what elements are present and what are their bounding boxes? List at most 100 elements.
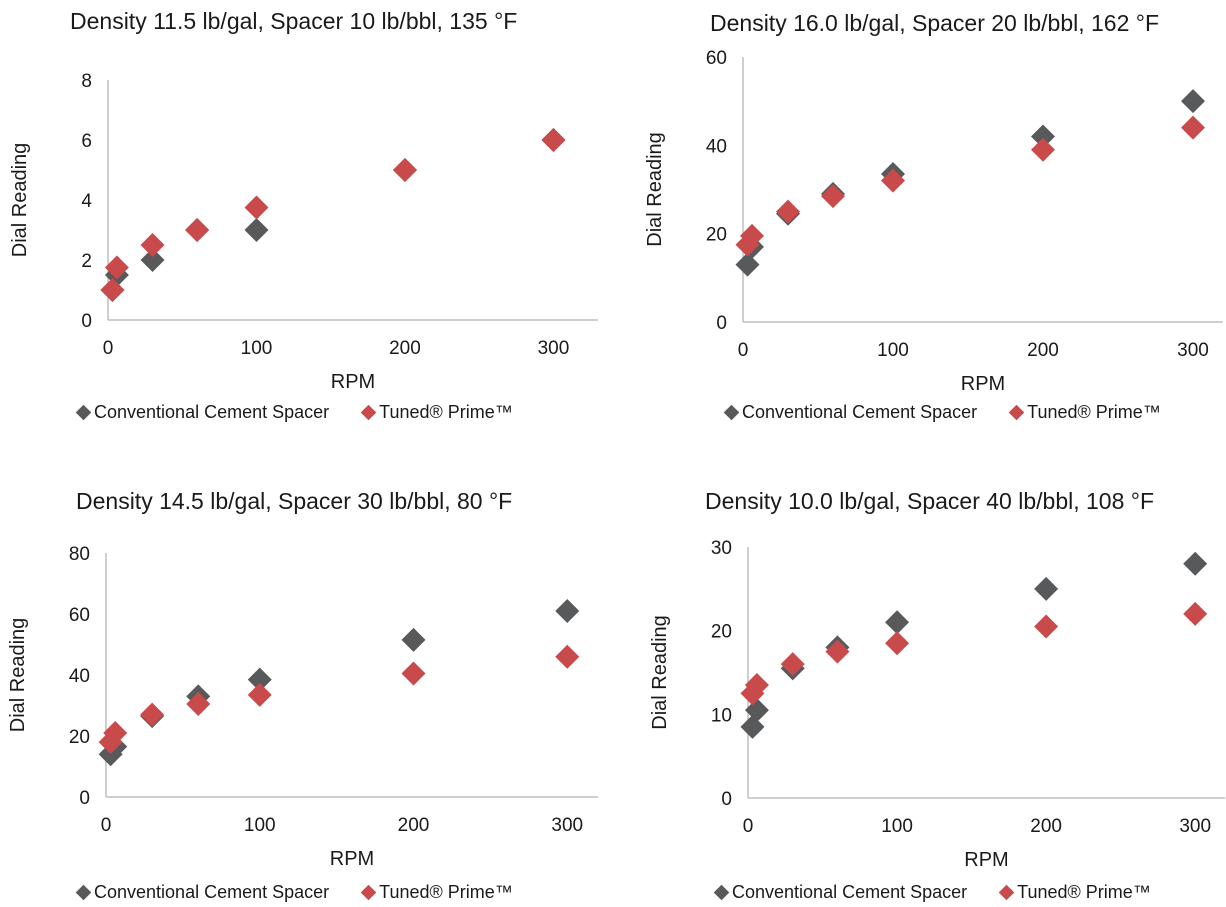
- series-tuned: [98, 644, 580, 755]
- legend-marker-conventional: [75, 884, 92, 901]
- x-axis-label: RPM: [961, 373, 1005, 395]
- legend: Conventional Cement Spacer Tuned® Prime™: [723, 402, 1195, 423]
- series-conventional: [100, 128, 566, 302]
- y-tick-label: 20: [706, 225, 727, 246]
- x-tick-label: 200: [1030, 816, 1062, 837]
- y-tick-label: 4: [81, 191, 92, 212]
- data-point: [1181, 89, 1205, 114]
- legend-label-tuned: Tuned® Prime™: [379, 882, 513, 902]
- data-point: [247, 682, 272, 707]
- data-point: [392, 158, 417, 182]
- data-point: [186, 691, 211, 716]
- chart-title: Density 14.5 lb/gal, Spacer 30 lb/bbl, 8…: [76, 488, 513, 514]
- data-point: [98, 730, 123, 755]
- x-tick-label: 0: [738, 340, 749, 361]
- chart-title: Density 10.0 lb/gal, Spacer 40 lb/bbl, 1…: [705, 488, 1155, 514]
- legend-label-conventional: Conventional Cement Spacer: [94, 402, 330, 422]
- data-point: [555, 644, 580, 669]
- series-tuned: [100, 128, 566, 302]
- data-point: [555, 598, 580, 623]
- legend-item-tuned: Tuned® Prime™: [998, 882, 1151, 903]
- data-point: [140, 702, 165, 727]
- legend-item-conventional: Conventional Cement Spacer: [75, 882, 330, 903]
- x-tick-label: 0: [743, 816, 754, 837]
- data-point: [104, 255, 129, 280]
- chart-panel-1: Density 11.5 lb/gal, Spacer 10 lb/bbl, 1…: [0, 0, 613, 453]
- y-tick-label: 80: [69, 544, 90, 565]
- data-point: [740, 223, 764, 248]
- y-tick-label: 20: [711, 622, 732, 643]
- data-point: [1183, 551, 1208, 576]
- data-point: [821, 184, 845, 209]
- data-point: [776, 199, 800, 224]
- legend-label-tuned: Tuned® Prime™: [1027, 402, 1161, 422]
- legend-item-tuned: Tuned® Prime™: [360, 402, 513, 423]
- data-point: [244, 195, 269, 220]
- legend-marker-tuned: [360, 884, 377, 901]
- data-point: [1031, 124, 1055, 149]
- legend-label-conventional: Conventional Cement Spacer: [94, 882, 330, 902]
- x-tick-label: 300: [1179, 816, 1211, 837]
- x-tick-label: 300: [1177, 340, 1209, 361]
- data-point: [1183, 601, 1208, 626]
- y-tick-label: 0: [716, 313, 727, 334]
- y-tick-label: 60: [706, 48, 727, 69]
- y-axis-label: Dial Reading: [9, 143, 31, 258]
- legend-marker-tuned: [998, 884, 1015, 901]
- data-point: [247, 667, 272, 692]
- x-tick-label: 300: [551, 815, 583, 836]
- y-tick-label: 10: [711, 705, 732, 726]
- series-tuned: [740, 601, 1208, 706]
- data-point: [1181, 115, 1205, 140]
- data-point: [881, 168, 905, 193]
- x-tick-label: 0: [101, 815, 112, 836]
- y-axis-label: Dial Reading: [644, 132, 666, 247]
- data-point: [140, 248, 165, 272]
- legend-label-tuned: Tuned® Prime™: [379, 402, 513, 422]
- y-tick-label: 0: [79, 788, 90, 809]
- chart-panel-4: Density 10.0 lb/gal, Spacer 40 lb/bbl, 1…: [613, 453, 1226, 906]
- chart-panel-3: Density 14.5 lb/gal, Spacer 30 lb/bbl, 8…: [0, 453, 613, 906]
- data-point: [1034, 576, 1059, 601]
- x-tick-label: 300: [538, 338, 570, 359]
- legend-marker-tuned: [360, 404, 377, 421]
- y-tick-label: 40: [706, 136, 727, 157]
- data-point: [100, 278, 125, 302]
- x-axis-label: RPM: [330, 848, 374, 870]
- y-tick-label: 30: [711, 538, 732, 559]
- data-point: [541, 128, 566, 152]
- data-point: [1031, 137, 1055, 162]
- x-axis-label: RPM: [964, 849, 1008, 871]
- legend: Conventional Cement Spacer Tuned® Prime™: [713, 882, 1185, 903]
- legend-marker-conventional: [723, 404, 740, 421]
- scatter-plot: 0 20 40 60 80 0 100 200 300 RPM Dial Reading: [7, 544, 598, 870]
- y-axis-label: Dial Reading: [649, 615, 671, 730]
- legend-item-tuned: Tuned® Prime™: [360, 882, 513, 903]
- x-tick-label: 200: [398, 815, 430, 836]
- data-point: [244, 218, 269, 242]
- x-tick-label: 0: [103, 338, 114, 359]
- data-point: [401, 661, 426, 686]
- data-point: [1034, 614, 1059, 639]
- y-tick-label: 60: [69, 605, 90, 626]
- y-tick-label: 0: [81, 311, 92, 332]
- x-tick-label: 200: [389, 338, 421, 359]
- legend-item-conventional: Conventional Cement Spacer: [713, 882, 967, 903]
- legend-item-tuned: Tuned® Prime™: [1008, 402, 1161, 423]
- data-point: [744, 698, 769, 723]
- x-tick-label: 100: [244, 815, 276, 836]
- legend-marker-tuned: [1008, 404, 1025, 421]
- series-conventional: [98, 598, 580, 767]
- data-point: [780, 652, 805, 677]
- data-point: [740, 714, 765, 739]
- chart-title: Density 11.5 lb/gal, Spacer 10 lb/bbl, 1…: [70, 8, 518, 34]
- chart-title: Density 16.0 lb/gal, Spacer 20 lb/bbl, 1…: [710, 10, 1160, 36]
- x-tick-label: 100: [881, 816, 913, 837]
- legend-label-conventional: Conventional Cement Spacer: [742, 402, 978, 422]
- scatter-plot: 0 20 40 60 0 100 200 300 RPM Dial Reading: [644, 48, 1223, 395]
- series-tuned: [735, 115, 1205, 257]
- series-conventional: [735, 89, 1205, 277]
- data-point: [185, 218, 210, 242]
- y-tick-label: 20: [69, 727, 90, 748]
